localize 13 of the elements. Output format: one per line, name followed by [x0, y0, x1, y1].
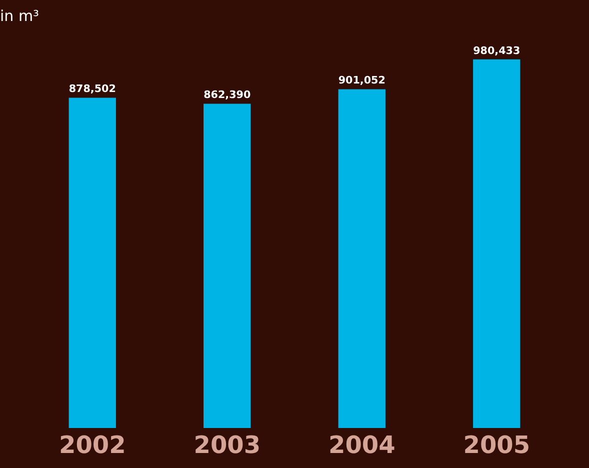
bar: [68, 98, 116, 428]
x-tick-label: 2004: [328, 431, 396, 459]
x-tick-label: 2002: [58, 431, 126, 459]
x-tick-label: 2005: [463, 431, 530, 459]
bar: [338, 89, 386, 428]
data-label: 980,433: [473, 44, 520, 57]
data-label: 901,052: [338, 74, 386, 87]
x-tick-label: 2003: [194, 431, 261, 459]
chart-subtitle: in m³: [0, 7, 40, 25]
data-label: 862,390: [204, 89, 251, 102]
data-label: 878,502: [68, 83, 116, 96]
bar: [473, 59, 520, 428]
bar: [204, 104, 251, 428]
